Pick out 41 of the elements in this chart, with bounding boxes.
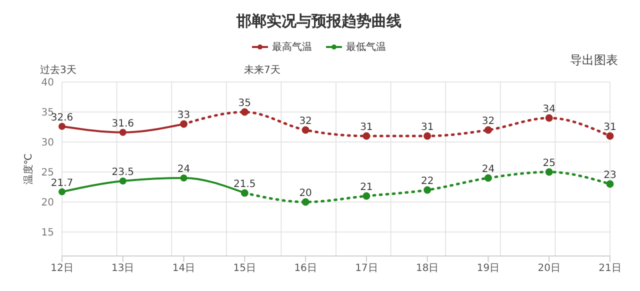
y-tick-label: 25 — [41, 168, 54, 179]
x-tick-label: 16日 — [294, 263, 317, 274]
data-label: 31 — [420, 122, 434, 133]
text: 未来7天 — [244, 64, 280, 77]
data-label: 31 — [604, 122, 616, 133]
x-tick-label: 13日 — [112, 263, 134, 274]
x-tick-label: 15日 — [233, 263, 256, 274]
y-tick-label: 40 — [41, 78, 54, 89]
data-label: 33 — [177, 110, 190, 121]
data-label: 23 — [604, 170, 616, 181]
text: 导出图表 — [570, 52, 618, 69]
data-label: 20 — [299, 188, 312, 199]
chart-title: 邯郸实况与预报趋势曲线 — [235, 12, 402, 31]
data-label: 22 — [420, 176, 434, 187]
y-tick-label: 15 — [41, 228, 54, 239]
legend-label: 最高气温 — [272, 40, 312, 54]
data-label: 25 — [542, 158, 556, 169]
x-tick-label: 21日 — [598, 263, 622, 274]
y-tick-label: 30 — [41, 138, 54, 149]
data-label: 21 — [360, 182, 373, 193]
data-label: 31 — [360, 122, 373, 133]
x-tick-label: 12日 — [50, 263, 74, 274]
data-label: 24 — [482, 164, 495, 175]
data-label: 21.7 — [50, 178, 74, 189]
y-axis-title: 温度℃ — [22, 153, 35, 185]
x-tick-label: 19日 — [476, 263, 500, 274]
data-label: 35 — [238, 98, 252, 109]
text: 过去3天 — [40, 64, 76, 77]
data-label: 23.5 — [112, 167, 134, 178]
x-tick-label: 14日 — [172, 263, 196, 274]
y-tick-label: 20 — [41, 198, 54, 209]
data-label: 31.6 — [112, 118, 134, 130]
data-label: 24 — [177, 164, 190, 175]
x-tick-label: 18日 — [416, 263, 439, 274]
legend-label: 最低气温 — [346, 41, 386, 54]
x-tick-label: 17日 — [355, 263, 378, 274]
data-label: 34 — [542, 104, 556, 115]
data-label: 32 — [299, 116, 312, 127]
x-tick-label: 20日 — [538, 263, 560, 274]
data-label: 32 — [482, 116, 495, 127]
data-label: 21.5 — [234, 179, 256, 190]
